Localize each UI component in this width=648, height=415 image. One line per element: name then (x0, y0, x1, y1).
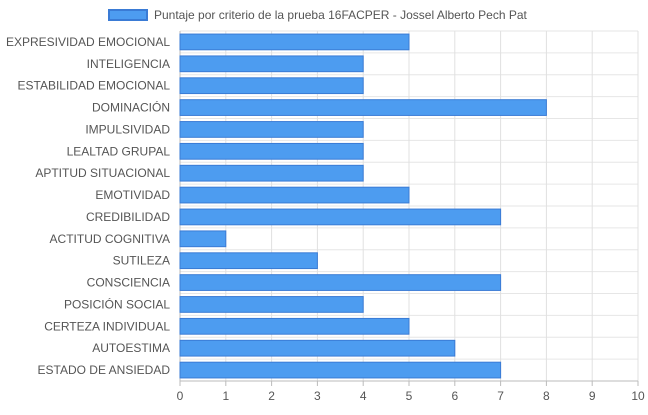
y-tick-label: ESTABILIDAD EMOCIONAL (18, 79, 171, 93)
y-tick-label: AUTOESTIMA (92, 341, 170, 355)
y-tick-label: CREDIBILIDAD (86, 210, 170, 224)
y-tick-label: APTITUD SITUACIONAL (35, 166, 170, 180)
bar (179, 208, 502, 226)
x-tick-label: 2 (268, 389, 275, 403)
y-tick-label: EXPRESIVIDAD EMOCIONAL (6, 35, 170, 49)
x-tick-label: 4 (360, 389, 367, 403)
x-tick-label: 5 (406, 389, 413, 403)
bar (179, 164, 364, 182)
y-tick-label: ESTADO DE ANSIEDAD (38, 363, 171, 377)
y-tick-label: POSICIÓN SOCIAL (64, 296, 170, 311)
bar (179, 317, 410, 335)
bar (179, 55, 364, 73)
y-tick-label: CERTEZA INDIVIDUAL (44, 319, 170, 333)
bar (179, 121, 364, 138)
y-tick-label: LEALTAD GRUPAL (67, 144, 171, 158)
x-tick-label: 8 (543, 389, 550, 403)
y-tick-label: DOMINACIÓN (92, 100, 170, 115)
bar (179, 361, 502, 379)
x-tick-label: 1 (222, 389, 229, 403)
y-tick-label: INTELIGENCIA (87, 57, 170, 71)
bar (179, 33, 410, 51)
y-tick-label: EMOTIVIDAD (95, 188, 170, 202)
bar (179, 230, 227, 248)
x-tick-label: 9 (589, 389, 596, 403)
bar (179, 77, 364, 95)
chart-legend[interactable]: Puntaje por criterio de la prueba 16FACP… (108, 7, 527, 23)
legend-label: Puntaje por criterio de la prueba 16FACP… (154, 8, 527, 22)
bar (179, 296, 364, 313)
x-tick-label: 10 (631, 389, 645, 403)
y-tick-label: ACTITUD COGNITIVA (50, 232, 170, 246)
legend-swatch (108, 9, 148, 21)
x-tick-label: 7 (497, 389, 504, 403)
y-tick-label: CONSCIENCIA (87, 276, 170, 290)
y-tick-label: IMPULSIVIDAD (85, 122, 170, 136)
bar (179, 142, 364, 160)
x-tick-label: 3 (314, 389, 321, 403)
bar (179, 186, 410, 204)
x-tick-label: 0 (177, 389, 184, 403)
y-tick-label: SUTILEZA (113, 254, 170, 268)
bar (179, 252, 318, 270)
bar (179, 274, 502, 291)
bar (179, 339, 456, 357)
bar (179, 99, 547, 116)
x-tick-label: 6 (451, 389, 458, 403)
